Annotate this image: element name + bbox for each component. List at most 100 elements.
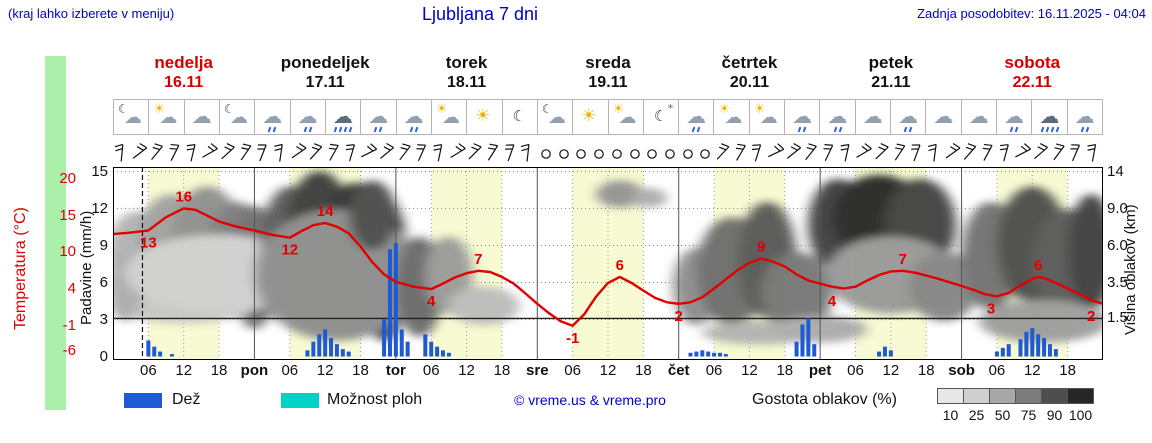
rain-bar <box>446 352 451 357</box>
cloud-rain-icon: ☁ <box>255 100 289 134</box>
wind-barb-icon <box>505 144 515 162</box>
wind-barb-icon <box>823 144 834 162</box>
sun-icon: ☀ <box>475 106 491 126</box>
meteogram-chart: 13 16 12 14 4 7 -1 6 2 9 4 7 3 6 2 <box>113 167 1103 360</box>
weather-icon-cell: ☁ <box>396 100 431 134</box>
wind-barb-icon <box>716 143 730 160</box>
rain-bar <box>435 346 440 357</box>
rain-bar <box>882 346 887 357</box>
wind-barb-icon <box>520 143 530 162</box>
day-abbr-label: sob <box>948 362 975 379</box>
rain-bar <box>712 352 717 357</box>
cloud-blob <box>761 251 832 337</box>
wind-barb-icon <box>1015 143 1032 158</box>
rain-bar <box>800 324 805 357</box>
weather-icon-cell: ☁ <box>1032 100 1067 134</box>
hour-tick-label: 12 <box>882 362 900 379</box>
day-date: 17.11 <box>305 74 345 91</box>
cloud-height-tick: 3.5 <box>1107 273 1128 291</box>
calm-wind-icon <box>665 149 675 159</box>
weather-icon-cell: ☾ ☁ <box>114 100 149 134</box>
hour-tick-label: 06 <box>140 362 157 379</box>
cloud-rain-icon: ☁ <box>820 100 854 134</box>
temperature-value-label: 13 <box>140 234 157 251</box>
temperature-tick: 15 <box>59 206 76 224</box>
moon-icon: ☾ <box>512 107 526 125</box>
weather-icon-cell: ☁ <box>361 100 396 134</box>
hour-tick-label: 06 <box>847 362 864 379</box>
calm-wind-icon <box>612 149 622 159</box>
rain-drops <box>1080 126 1090 133</box>
weather-icon-cell: ☁ <box>785 100 820 134</box>
rain-bar <box>305 350 310 357</box>
rain-drops <box>797 126 807 133</box>
rain-bar <box>700 350 705 357</box>
temperature-value-label: -1 <box>566 330 579 347</box>
temperature-value-label: 9 <box>757 239 765 256</box>
day-header-sreda: sreda 19.11 <box>537 52 678 98</box>
hour-tick-label: 06 <box>422 362 440 379</box>
wind-barb-icon <box>735 143 746 161</box>
weather-icon-cell: ☀ ☁ <box>431 100 467 134</box>
cloud-density-legend-label: Gostota oblakov (%) <box>752 391 897 408</box>
wind-barb-icon <box>963 143 977 160</box>
copyright-link[interactable]: © vreme.us & vreme.pro <box>514 392 666 408</box>
temperature-axis-label: Temperatura (°C) <box>12 207 29 330</box>
cloud-icon: ☁ <box>191 104 212 128</box>
temperature-value-label: 12 <box>281 242 298 259</box>
rain-bar <box>706 351 711 357</box>
day-date: 19.11 <box>588 74 628 91</box>
wind-barb-icon <box>982 143 993 161</box>
weather-icon-cell: ☁ <box>855 100 891 134</box>
weather-icon-cell: ☁ <box>184 100 219 134</box>
rain-bar <box>794 341 799 357</box>
rain-bar <box>688 352 693 357</box>
precipitation-tick: 0 <box>99 347 108 365</box>
day-name: torek <box>445 53 488 72</box>
weather-icon-cell: ☾ ☁ <box>219 100 255 134</box>
hour-tick-label: 12 <box>458 362 475 379</box>
temperature-value-label: 3 <box>987 300 995 317</box>
moon-stars-icon: ☾ * <box>653 102 674 125</box>
cloud-rain-icon: ☁ <box>679 100 713 134</box>
day-date: 18.11 <box>446 74 487 91</box>
day-date: 22.11 <box>1012 74 1052 91</box>
day-date: 21.11 <box>871 74 911 91</box>
hour-tick-label: 12 <box>316 362 334 379</box>
precipitation-tick: 3 <box>99 310 108 328</box>
cloud-rain-icon: ☁ <box>785 100 819 134</box>
hour-tick-label: 06 <box>564 362 581 379</box>
rain-drops <box>374 126 383 133</box>
sun-icon: ☀ <box>581 106 597 126</box>
day-headers: nedelja 16.11 ponedeljek 17.11 torek 18.11 sre… <box>113 52 1103 98</box>
temperature-line <box>113 207 1103 328</box>
weather-icon-cell: ☁ <box>255 100 290 134</box>
hour-tick-label: 06 <box>988 362 1006 379</box>
rain-bar <box>146 340 151 357</box>
cloud-density-scale-segment <box>937 388 964 404</box>
rain-bar <box>346 351 351 357</box>
rain-bar <box>1000 347 1005 357</box>
cloud-blob <box>631 188 667 208</box>
rain-legend-swatch <box>124 393 162 408</box>
temperature-tick: 10 <box>59 243 76 261</box>
wind-barb-icon <box>433 143 443 162</box>
wind-barb-icon <box>202 143 218 158</box>
hour-tick-label: 18 <box>352 362 369 379</box>
weather-icon-cell: ☁ <box>961 100 997 134</box>
wind-barb-icon <box>132 143 148 159</box>
moon-cloud-icon: ☾ ☁ <box>223 102 248 128</box>
temperature-value-label: 4 <box>828 293 837 310</box>
rain-bar <box>334 344 339 357</box>
calm-wind-icon <box>700 149 710 159</box>
hour-tick-label: 12 <box>1023 362 1041 379</box>
heavy-rain-icon: ☁ <box>1032 100 1066 134</box>
wind-barb-icon <box>786 143 802 159</box>
x-axis-labels: 06 12 18 06 12 18 pon 06 12 18 tor 06 12 18 sre 06 12 18 č… <box>113 362 1103 380</box>
calm-wind-icon <box>683 149 693 159</box>
cloud-density-scale-segment <box>989 388 1016 404</box>
page-title: Ljubljana 7 dni <box>421 4 539 24</box>
wind-barb-icon <box>945 143 961 159</box>
rain-bar <box>1047 344 1052 357</box>
calm-wind-icon <box>630 149 640 159</box>
